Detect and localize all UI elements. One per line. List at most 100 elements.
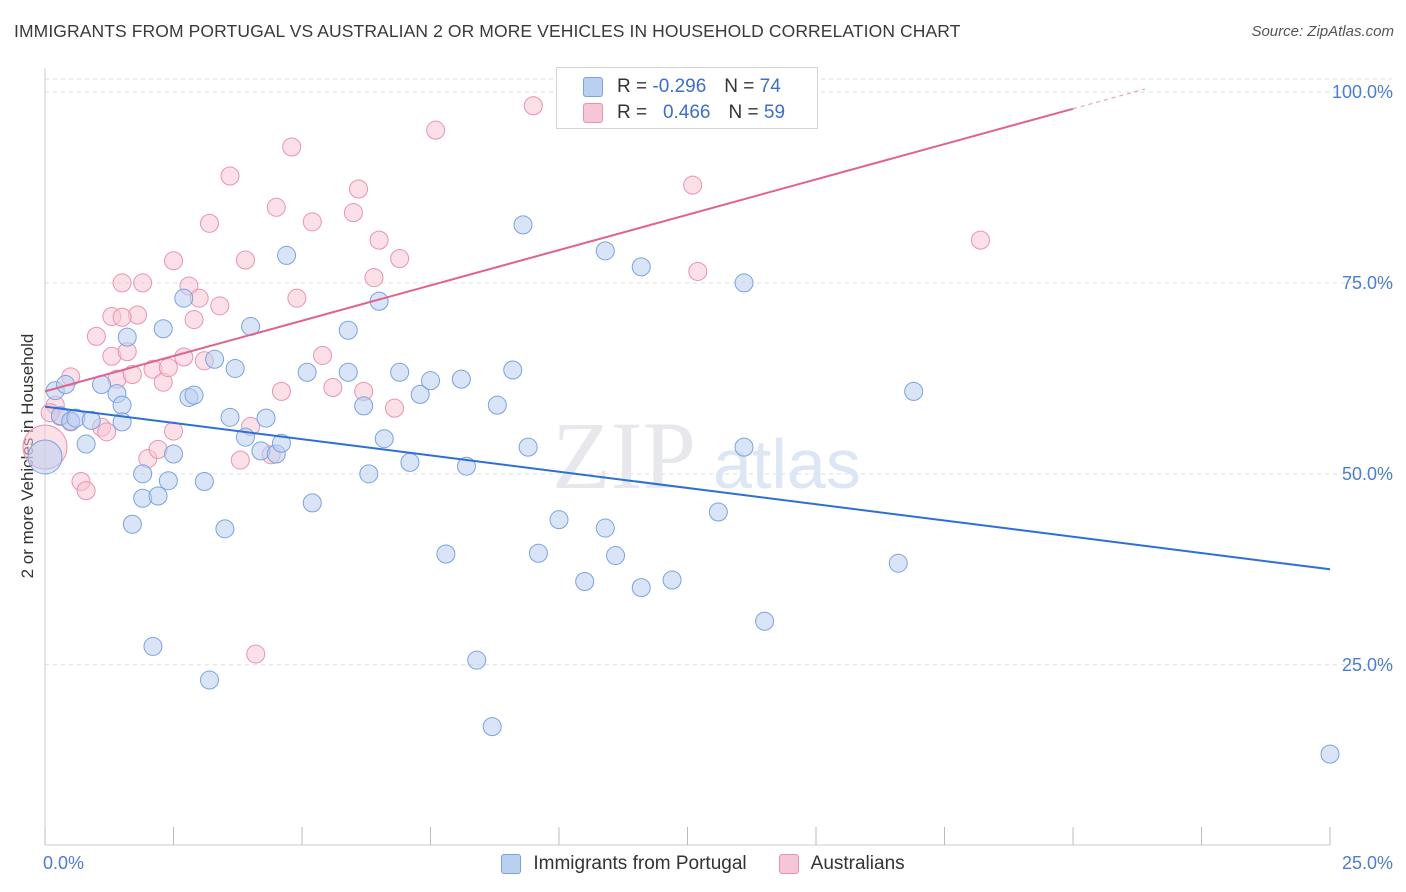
australian-point: [133, 273, 153, 293]
australian-point: [349, 179, 369, 199]
australian-point: [302, 212, 322, 232]
legend-item-portugal: Immigrants from Portugal: [501, 853, 747, 875]
correlation-legend: R = -0.296 N = 74 R = 0.466 N = 59: [556, 67, 818, 129]
australian-point: [266, 197, 286, 217]
portugal-point: [205, 349, 225, 369]
legend-n-value: 74: [759, 76, 781, 97]
watermark-atlas: atlas: [713, 425, 861, 503]
legend-r-value: -0.296: [652, 76, 707, 97]
y-tick-label: 50.0%: [1342, 464, 1393, 484]
portugal-point: [117, 327, 137, 347]
portugal-point: [354, 396, 374, 416]
legend-label-australians: Australians: [810, 853, 905, 874]
portugal-point: [338, 320, 358, 340]
australian-point: [86, 326, 106, 346]
australian-point: [313, 345, 333, 365]
australian-point: [199, 213, 219, 233]
portugal-point: [513, 215, 533, 235]
australian-point: [122, 365, 142, 385]
portugal-point: [734, 437, 754, 457]
y-tick-label: 25.0%: [1342, 655, 1393, 675]
portugal-point: [215, 519, 235, 539]
portugal-point: [390, 362, 410, 382]
legend-n-label: N =: [728, 102, 759, 123]
portugal-point: [410, 384, 430, 404]
portugal-point: [549, 510, 569, 530]
watermark-zip: ZIP: [552, 402, 696, 509]
australians-points: [22, 96, 990, 664]
legend-r-label: R =: [617, 102, 648, 123]
portugal-point: [503, 360, 523, 380]
australian-point: [683, 175, 703, 195]
source-credit: Source: ZipAtlas.com: [1251, 23, 1394, 40]
portugal-point: [595, 518, 615, 538]
gridlines: [45, 78, 1392, 666]
portugal-point: [153, 319, 173, 339]
legend-swatch-pink: [778, 854, 799, 874]
portugal-point: [755, 611, 775, 631]
legend-swatch-blue: [501, 854, 522, 874]
chart-title: IMMIGRANTS FROM PORTUGAL VS AUSTRALIAN 2…: [14, 21, 961, 41]
portugal-point: [487, 395, 507, 415]
portugal-point: [27, 439, 63, 475]
portugal-points: [27, 215, 1340, 764]
australian-point: [112, 273, 132, 293]
legend-r-label: R =: [617, 76, 648, 97]
portugal-point: [194, 471, 214, 491]
portugal-point: [174, 288, 194, 308]
legend-n-label: N =: [724, 76, 755, 97]
australian-point: [369, 230, 389, 250]
legend-row-australians: R = 0.466 N = 59: [583, 100, 785, 126]
australian-point: [426, 120, 446, 140]
australian-point: [235, 250, 255, 270]
portugal-point: [271, 433, 291, 453]
portugal-point: [122, 514, 142, 534]
legend-r-value: 0.466: [662, 102, 711, 123]
portugal-point: [1320, 744, 1340, 764]
australian-point: [323, 378, 343, 398]
portugal-point: [904, 381, 924, 401]
portugal-point: [606, 546, 626, 566]
y-tick-label: 75.0%: [1342, 273, 1393, 293]
portugal-point: [143, 636, 163, 656]
legend-n-value: 59: [763, 102, 786, 123]
portugal-point: [467, 650, 487, 670]
portugal-point: [400, 452, 420, 472]
australian-point: [385, 398, 405, 418]
portugal-point: [631, 578, 651, 598]
portugal-point: [199, 670, 219, 690]
australian-point: [688, 261, 708, 281]
portugal-point: [338, 362, 358, 382]
australian-point: [112, 307, 132, 327]
portugal-point: [595, 241, 615, 261]
australian-point: [164, 421, 183, 441]
portugal-point: [164, 444, 183, 464]
portugal-point: [184, 385, 204, 405]
australian-point: [343, 203, 363, 223]
australian-point: [390, 248, 410, 268]
australian-point: [220, 166, 240, 186]
australian-point: [523, 96, 543, 116]
legend-row-portugal: R = -0.296 N = 74: [583, 74, 781, 100]
portugal-point: [518, 437, 538, 457]
portugal-point: [436, 544, 456, 564]
x-tick-label: 0.0%: [43, 853, 84, 873]
portugal-point: [112, 395, 132, 415]
australians-trend-line: [44, 107, 1074, 393]
australian-point: [210, 296, 230, 316]
series-legend: Immigrants from Portugal Australians: [0, 852, 1406, 876]
portugal-point: [708, 502, 728, 522]
portugal-point: [456, 456, 476, 476]
legend-swatch-blue: [583, 77, 603, 97]
portugal-point: [421, 371, 440, 391]
legend-label-portugal: Immigrants from Portugal: [533, 853, 747, 874]
portugal-point: [374, 429, 394, 449]
australian-point: [184, 310, 204, 330]
portugal-point: [888, 553, 908, 573]
y-tick-label: 100.0%: [1332, 82, 1393, 102]
trend-lines: [44, 88, 1331, 571]
portugal-point: [158, 471, 178, 491]
australian-point: [271, 381, 291, 401]
legend-item-australians: Australians: [778, 853, 905, 875]
